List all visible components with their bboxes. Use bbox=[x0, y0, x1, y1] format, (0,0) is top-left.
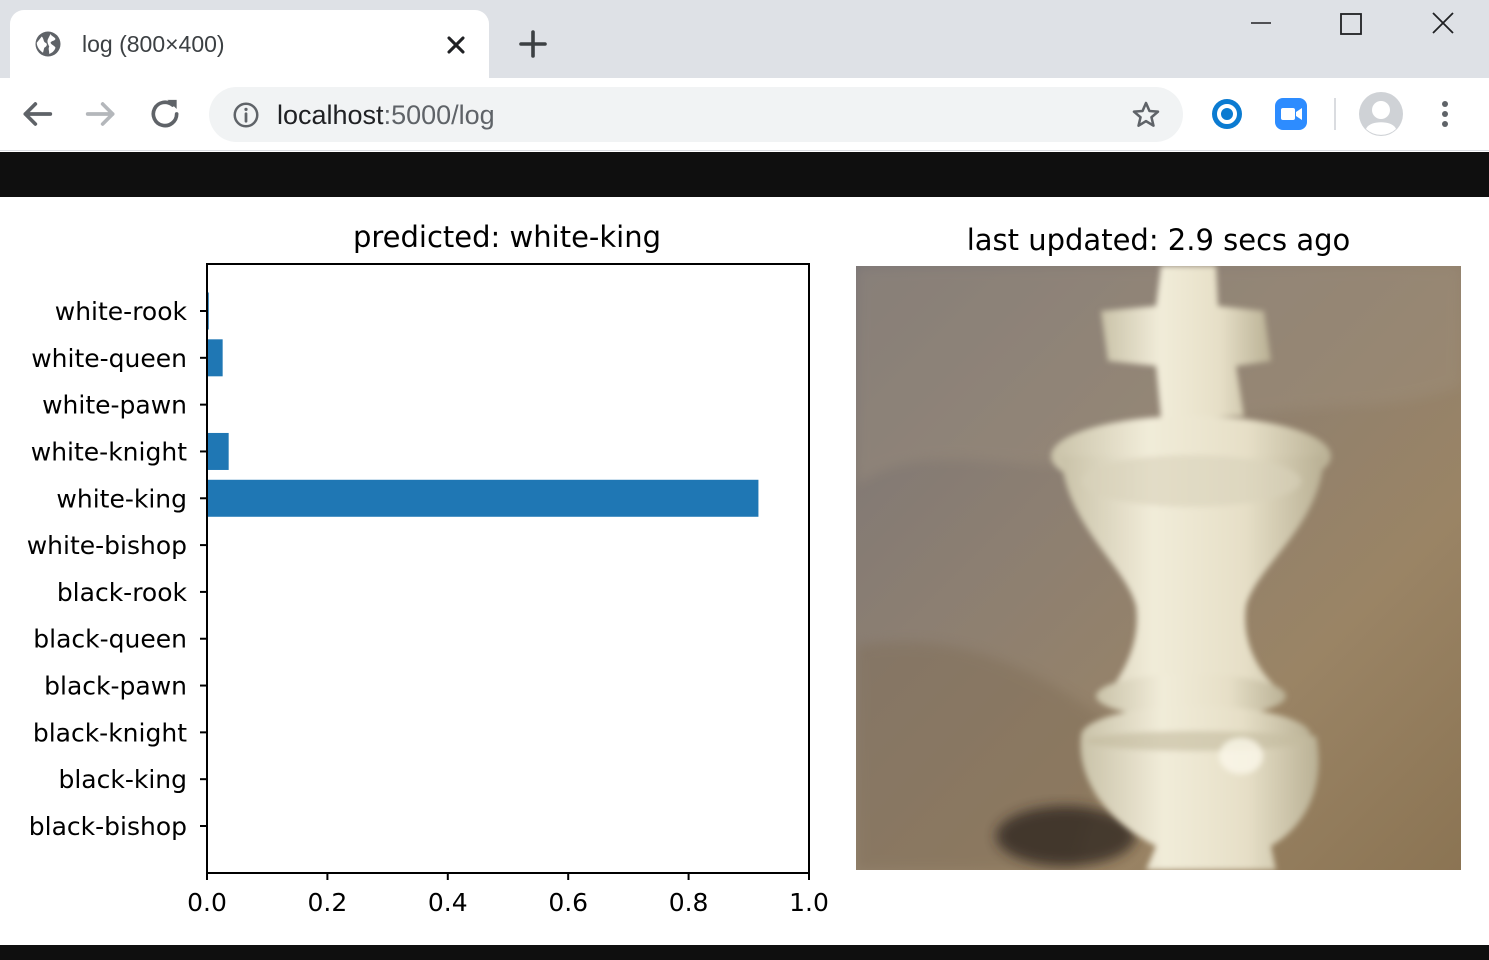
x-tick-label: 0.4 bbox=[428, 888, 468, 917]
camera-title: last updated: 2.9 secs ago bbox=[966, 223, 1351, 257]
avatar-icon[interactable] bbox=[1358, 91, 1404, 137]
bar-white-queen bbox=[207, 339, 223, 377]
bar-group bbox=[207, 292, 759, 517]
x-tick-label: 1.0 bbox=[789, 888, 829, 917]
url-text[interactable]: localhost:5000/log bbox=[277, 98, 495, 132]
y-axis-ticks: white-rook white-queen white-pawn white-kni… bbox=[27, 297, 207, 841]
x-tick-label: 0.0 bbox=[187, 888, 227, 917]
y-tick-label: black-rook bbox=[57, 578, 188, 607]
chart-title: predicted: white-king bbox=[353, 220, 661, 254]
plot-frame bbox=[206, 263, 810, 874]
star-icon[interactable] bbox=[1130, 99, 1162, 131]
x-tick-label: 0.2 bbox=[308, 888, 348, 917]
video-camera-extension-icon[interactable] bbox=[1273, 96, 1309, 132]
y-tick-label: white-pawn bbox=[42, 391, 187, 420]
y-tick-label: black-bishop bbox=[29, 812, 187, 841]
y-tick-label: black-knight bbox=[33, 718, 187, 747]
window-close-icon[interactable] bbox=[1399, 0, 1485, 48]
page-header-bar bbox=[0, 152, 1489, 197]
url-host: localhost bbox=[277, 100, 384, 130]
maximize-icon[interactable] bbox=[1308, 0, 1394, 48]
toolbar-divider bbox=[1334, 98, 1336, 130]
white-king-chess-piece-photo bbox=[856, 266, 1461, 870]
address-bar[interactable]: localhost:5000/log bbox=[209, 87, 1183, 142]
page-content: predicted: white-king white-rook white-qu… bbox=[0, 197, 1489, 945]
camera-frame bbox=[856, 266, 1461, 870]
bar-white-knight bbox=[207, 432, 229, 470]
minimize-icon[interactable] bbox=[1217, 0, 1303, 48]
close-icon[interactable] bbox=[442, 31, 470, 59]
prediction-chart: predicted: white-king white-rook white-qu… bbox=[27, 220, 829, 917]
y-tick-label: white-knight bbox=[31, 437, 187, 466]
plus-icon[interactable] bbox=[515, 26, 551, 62]
browser-tab[interactable]: log (800×400) bbox=[10, 10, 489, 78]
back-arrow-icon[interactable] bbox=[17, 94, 57, 134]
tab-title: log (800×400) bbox=[82, 31, 225, 57]
bar-white-king bbox=[207, 479, 759, 517]
x-tick-label: 0.6 bbox=[548, 888, 588, 917]
y-tick-label: white-bishop bbox=[27, 531, 187, 560]
browser-toolbar: localhost:5000/log bbox=[0, 78, 1489, 151]
y-tick-label: black-pawn bbox=[44, 672, 187, 701]
y-tick-label: white-king bbox=[56, 484, 187, 513]
tab-strip: log (800×400) bbox=[0, 0, 1489, 78]
circle-extension-icon[interactable] bbox=[1209, 96, 1245, 132]
kebab-menu-icon[interactable] bbox=[1428, 96, 1462, 132]
x-axis-ticks: 0.0 0.2 0.4 0.6 0.8 1.0 bbox=[187, 873, 829, 917]
forward-arrow-icon[interactable] bbox=[81, 94, 121, 134]
y-tick-label: white-rook bbox=[55, 297, 188, 326]
info-icon[interactable] bbox=[231, 100, 261, 130]
x-tick-label: 0.8 bbox=[669, 888, 709, 917]
y-tick-label: black-queen bbox=[33, 625, 187, 654]
reload-icon[interactable] bbox=[145, 94, 185, 134]
y-tick-label: black-king bbox=[58, 765, 187, 794]
y-tick-label: white-queen bbox=[31, 344, 187, 373]
url-path: :5000/log bbox=[383, 100, 495, 130]
globe-icon bbox=[35, 31, 61, 57]
page-footer-bar bbox=[0, 945, 1489, 960]
